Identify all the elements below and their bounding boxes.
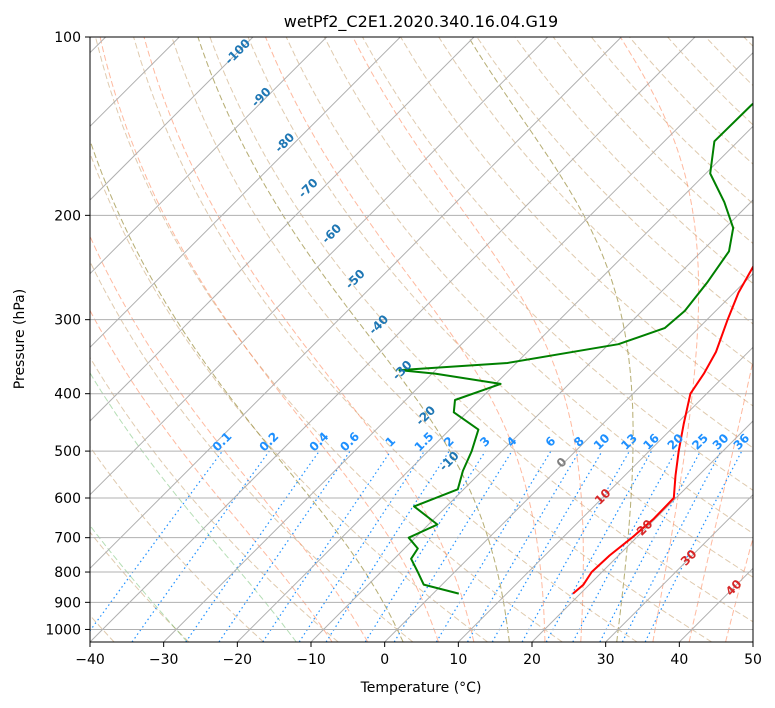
x-tick-label: 30 xyxy=(597,652,615,668)
dry-adiabat-line xyxy=(90,531,190,642)
reference-curve-line xyxy=(90,524,188,642)
dry-adiabat-line xyxy=(400,37,753,407)
y-tick-label: 900 xyxy=(54,595,81,611)
y-tick-label: 1000 xyxy=(45,622,81,638)
x-axis-title: Temperature (°C) xyxy=(360,680,482,696)
mixing-ratio-line xyxy=(572,450,677,642)
dry-adiabat-line xyxy=(438,37,753,366)
mixing-ratio-line xyxy=(185,450,320,642)
plot-frame xyxy=(89,36,754,643)
mixing-ratio-line xyxy=(364,450,486,642)
y-tick-label: 600 xyxy=(54,491,81,507)
reference-curve-line xyxy=(197,37,510,642)
dry-adiabat-line xyxy=(362,37,753,449)
dry-adiabat-line xyxy=(90,151,488,642)
dry-adiabat-line xyxy=(285,37,753,535)
isotherm-line xyxy=(90,37,475,422)
x-tick-label: 0 xyxy=(380,652,389,668)
mixing-ratio-line xyxy=(466,450,580,642)
y-tick-label: 400 xyxy=(54,387,81,403)
dry-adiabat-line xyxy=(247,37,753,578)
y-tick-label: 700 xyxy=(54,531,81,547)
moist-adiabat-line xyxy=(90,235,369,642)
moist-adiabat-line xyxy=(99,37,439,642)
mixing-ratio-line xyxy=(218,450,351,642)
isotherm-line xyxy=(90,37,254,201)
x-tick-label: −10 xyxy=(296,652,326,668)
isotherm-line xyxy=(605,493,753,642)
dry-adiabat-line xyxy=(95,37,563,642)
moist-adiabat-line xyxy=(197,37,510,642)
moist-adiabat-line xyxy=(688,358,753,642)
y-tick-label: 300 xyxy=(54,313,81,329)
x-tick-label: 40 xyxy=(670,652,688,668)
y-tick-label: 100 xyxy=(54,30,81,46)
isotherm-line xyxy=(90,37,696,642)
dry-adiabat-line xyxy=(514,37,753,285)
chart-title: wetPf2_C2E1.2020.340.16.04.G19 xyxy=(284,12,558,32)
moist-adiabat-line xyxy=(265,37,546,642)
mixing-ratio-line xyxy=(298,450,425,642)
mixing-ratio-line xyxy=(262,450,392,642)
isotherm-line xyxy=(384,272,753,642)
moist-adiabat-line xyxy=(619,37,700,642)
moist-adiabat-line xyxy=(352,37,584,642)
isotherm-line xyxy=(90,37,622,570)
reference-curve-line xyxy=(90,371,297,642)
x-tick-label: −20 xyxy=(223,652,253,668)
x-tick-label: 10 xyxy=(449,652,467,668)
x-tick-label: 50 xyxy=(744,652,762,668)
dry-adiabat-line xyxy=(209,37,753,623)
dry-adiabat-line xyxy=(90,445,264,642)
y-tick-label: 200 xyxy=(54,208,81,224)
dewpoint-profile-line xyxy=(398,102,753,595)
isotherm-line xyxy=(163,51,753,642)
mixing-ratio-line xyxy=(599,450,702,642)
isotherm-line xyxy=(457,346,753,642)
grid xyxy=(90,37,753,642)
axes: −40 −30 −20 −10 0 10 20 30 40 50 100 200 300 400 500 60… xyxy=(45,30,762,668)
reference-curve-line xyxy=(90,138,404,642)
x-tick-label: −30 xyxy=(149,652,179,668)
y-axis-title: Pressure (hPa) xyxy=(12,289,28,389)
profiles xyxy=(398,102,753,595)
mixing-ratio-line xyxy=(435,450,552,642)
isotherm-line xyxy=(90,37,328,275)
mixing-ratio-line xyxy=(325,450,450,642)
isotherm-line xyxy=(90,37,401,349)
y-tick-label: 800 xyxy=(54,565,81,581)
dry-adiabat-line xyxy=(133,37,638,642)
moist-adiabat-line xyxy=(90,138,404,642)
temperature-profile-line xyxy=(572,264,753,595)
moist-adiabat-line xyxy=(143,37,475,642)
y-tick-label: 500 xyxy=(54,444,81,460)
isotherm-line xyxy=(90,37,549,496)
isotherm-line xyxy=(531,420,753,642)
x-tick-label: −40 xyxy=(75,652,105,668)
isotherm-line xyxy=(236,125,753,642)
x-tick-label: 20 xyxy=(523,652,541,668)
